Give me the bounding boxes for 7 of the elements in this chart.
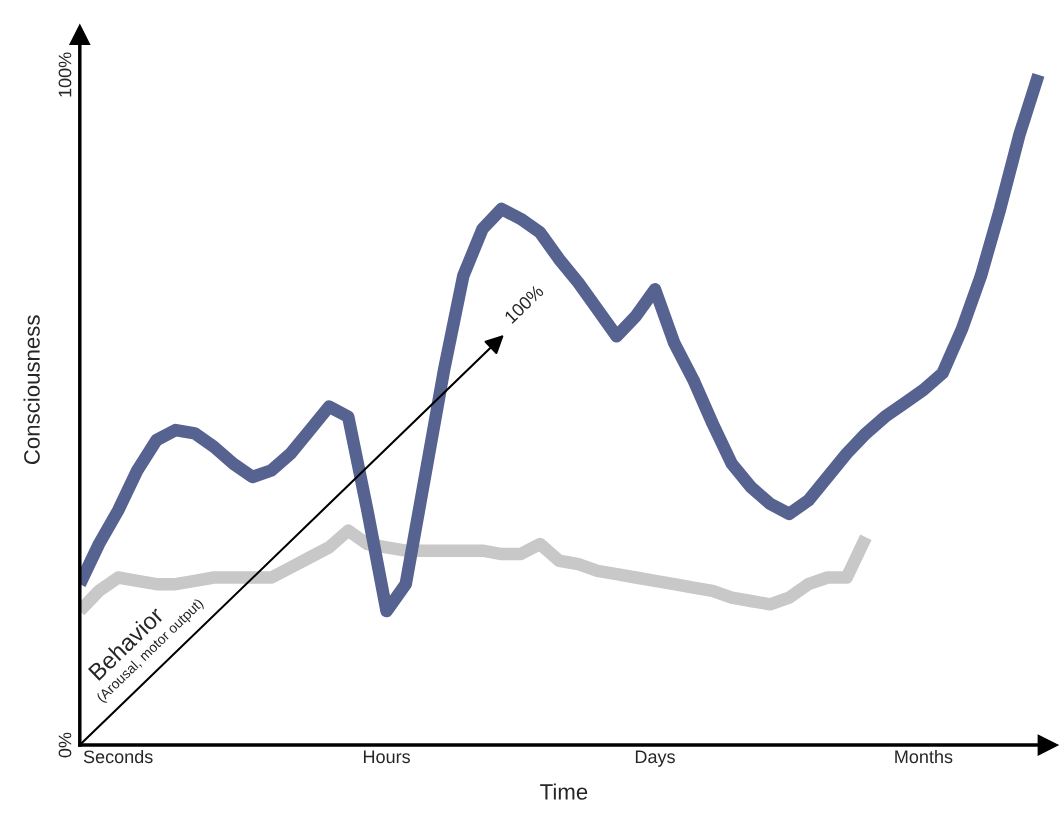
x-tick-label: Seconds: [83, 749, 153, 764]
x-tick-label: Months: [895, 749, 953, 764]
x-tick-label: Hours: [363, 750, 410, 764]
y-tick-label: 0%: [58, 732, 72, 758]
x-axis-title: Time: [540, 783, 588, 800]
x-tick-label: Days: [635, 750, 675, 767]
y-axis-title: Consciousness: [23, 315, 40, 465]
